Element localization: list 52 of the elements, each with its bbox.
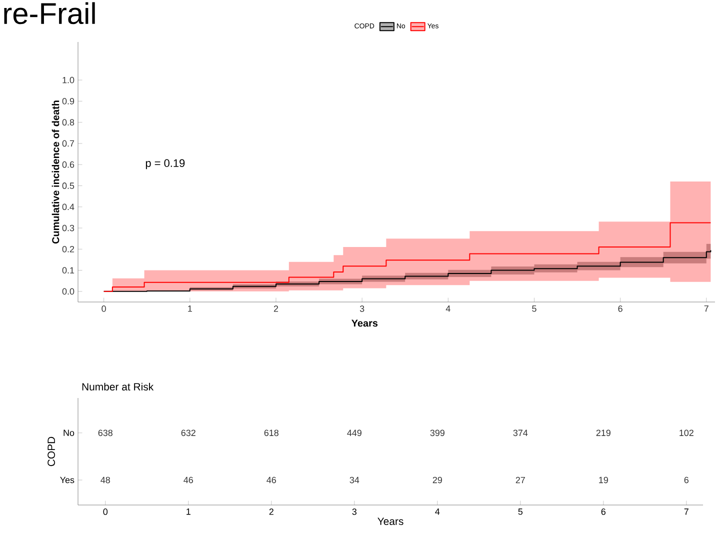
y-tick-label: 0.9 <box>62 98 74 104</box>
x-axis-title: Years <box>378 518 404 526</box>
data-label: 449 <box>347 430 362 436</box>
y-tick-label: 0.7 <box>62 140 74 147</box>
data-label: 6 <box>684 476 689 484</box>
x-tick-label: 5 <box>532 306 536 312</box>
x-tick-label: 4 <box>446 306 450 312</box>
data-label: 34 <box>350 476 360 484</box>
y-tick-label: 0.3 <box>62 224 74 232</box>
y-tick-label: 0.4 <box>62 204 74 210</box>
x-tick-label: 0 <box>103 508 108 515</box>
y-tick-label: 1.0 <box>62 76 74 84</box>
x-tick-label: 3 <box>360 306 364 312</box>
data-label: 27 <box>516 476 525 484</box>
x-tick-label: 1 <box>186 508 190 515</box>
data-label: 618 <box>264 430 278 436</box>
data-label: 638 <box>98 430 112 436</box>
data-label: 46 <box>184 476 193 484</box>
y-tick-label: Yes <box>60 476 74 484</box>
text: re-Frail <box>4 2 95 24</box>
annotation: p = 0.19 <box>146 159 185 170</box>
y-tick-label: 0.0 <box>62 288 74 295</box>
y-axis-title: COPD <box>48 436 56 466</box>
x-tick-label: 3 <box>352 508 356 515</box>
data-label: 374 <box>513 430 528 436</box>
x-axis-title: Years <box>352 320 378 327</box>
x-tick-label: 6 <box>618 306 622 312</box>
x-tick-label: 6 <box>601 508 606 515</box>
data-label: 48 <box>100 476 110 484</box>
y-tick-label: 0.2 <box>62 246 74 252</box>
data-label: 399 <box>430 430 444 436</box>
y-tick-label: 0.1 <box>62 267 74 274</box>
x-tick-label: 4 <box>435 508 440 515</box>
x-tick-label: 1 <box>188 306 192 312</box>
x-tick-label: 0 <box>102 306 106 312</box>
y-tick-label: 0.6 <box>62 161 74 168</box>
data-label: 46 <box>266 476 276 484</box>
data-label: 19 <box>599 476 608 484</box>
x-tick-label: 7 <box>684 508 688 515</box>
x-tick-label: 5 <box>518 508 523 515</box>
y-axis-title: Cumulative incidence of death <box>52 100 60 244</box>
data-label: 29 <box>432 476 442 484</box>
x-tick-label: 2 <box>269 508 274 515</box>
data-label: 102 <box>680 430 694 436</box>
x-tick-label: 7 <box>704 306 708 312</box>
x-tick-label: 2 <box>274 306 278 312</box>
y-tick-label: No <box>64 430 74 436</box>
chart-title: Number at Risk <box>82 382 154 391</box>
data-label: 632 <box>181 430 196 436</box>
y-tick-label: 0.5 <box>62 182 74 189</box>
y-tick-label: 0.8 <box>62 119 74 126</box>
data-label: 219 <box>596 430 610 436</box>
